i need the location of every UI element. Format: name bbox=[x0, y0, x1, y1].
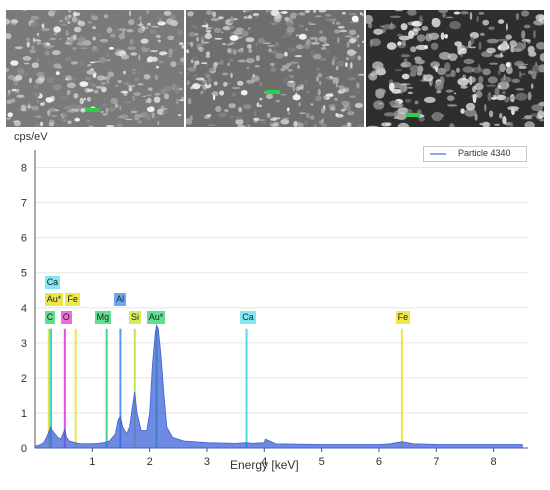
x-tick-label: 2 bbox=[147, 456, 153, 468]
peak-label: Fe bbox=[65, 293, 80, 306]
chart-legend: Particle 4340 bbox=[423, 146, 527, 162]
spectrum-series bbox=[34, 324, 523, 449]
y-tick-label: 4 bbox=[21, 303, 27, 315]
legend-swatch bbox=[430, 153, 446, 155]
legend-series-label: Particle 4340 bbox=[458, 148, 511, 158]
x-tick-label: 1 bbox=[89, 456, 95, 468]
y-tick-label: 8 bbox=[21, 163, 27, 175]
y-tick-label: 2 bbox=[21, 373, 27, 385]
y-tick-label: 1 bbox=[21, 408, 27, 420]
x-tick-label: 6 bbox=[376, 456, 382, 468]
y-tick-label: 3 bbox=[21, 338, 27, 350]
x-tick-label: 4 bbox=[261, 456, 267, 468]
x-tick-label: 7 bbox=[433, 456, 439, 468]
peak-label: Fe bbox=[395, 311, 411, 324]
y-tick-label: 7 bbox=[21, 198, 27, 210]
peak-label: Si bbox=[129, 311, 142, 324]
peak-label: O bbox=[60, 311, 72, 324]
peak-label: Ca bbox=[240, 311, 256, 324]
x-tick-label: 5 bbox=[319, 456, 325, 468]
x-axis-label: Energy [keV] bbox=[230, 458, 299, 472]
x-tick-label: 3 bbox=[204, 456, 210, 468]
peak-label: C bbox=[44, 311, 56, 324]
peak-label: Ca bbox=[44, 276, 61, 289]
y-tick-label: 5 bbox=[21, 268, 27, 280]
peak-label: Al bbox=[114, 293, 127, 306]
peak-label: Au* bbox=[146, 311, 166, 324]
y-tick-label: 6 bbox=[21, 233, 27, 245]
x-tick-label: 8 bbox=[491, 456, 497, 468]
peak-label: Mg bbox=[94, 311, 112, 324]
sem-image-2 bbox=[186, 10, 364, 127]
sem-image-1 bbox=[6, 10, 184, 127]
y-tick-label: 0 bbox=[21, 443, 27, 455]
peak-label: Au* bbox=[44, 293, 64, 306]
y-axis-unit-label: cps/eV bbox=[14, 131, 48, 143]
sem-image-3 bbox=[366, 10, 544, 127]
